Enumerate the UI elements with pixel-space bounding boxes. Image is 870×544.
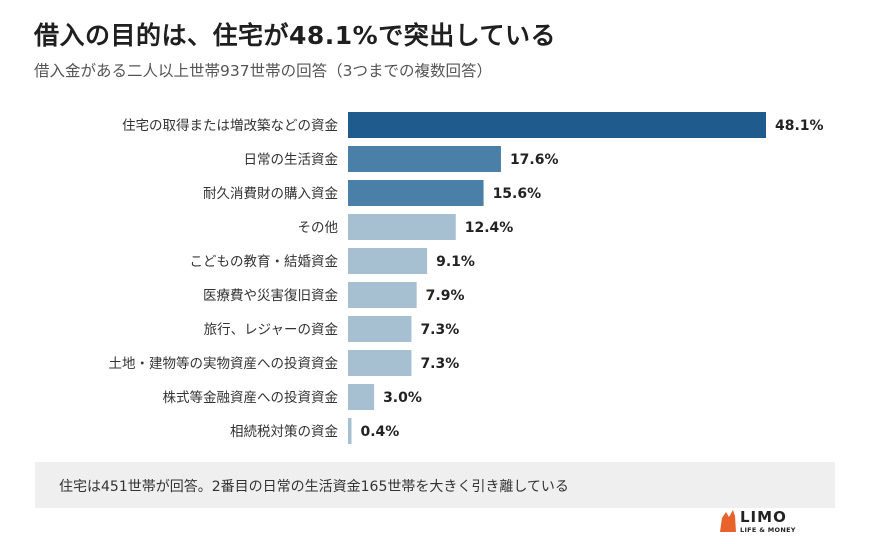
category-label: 日常の生活資金	[244, 152, 339, 168]
bar	[348, 316, 412, 342]
bar	[348, 384, 375, 410]
category-label: 相続税対策の資金	[230, 423, 338, 440]
bars-group: 住宅の取得または増改築などの資金 48.1% 日常の生活資金 17.6% 耐久消費財の購…	[109, 112, 824, 444]
bar	[348, 146, 501, 172]
category-label: 旅行、レジャーの資金	[204, 322, 339, 338]
bar	[348, 180, 484, 206]
value-label: 48.1%	[775, 118, 824, 134]
bar	[348, 282, 417, 308]
logo-tagline: LIFE & MONEY	[740, 526, 796, 534]
bar	[348, 214, 456, 240]
chart-note: 住宅は451世帯が回答。2番目の日常の生活資金165世帯を大きく引き離している	[35, 462, 835, 508]
value-label: 7.3%	[420, 322, 459, 338]
value-label: 12.4%	[465, 220, 514, 236]
bar	[348, 248, 428, 274]
bar	[348, 350, 412, 376]
value-label: 0.4%	[360, 424, 399, 440]
value-label: 15.6%	[493, 186, 542, 202]
bar-chart: 住宅の取得または増改築などの資金 48.1% 日常の生活資金 17.6% 耐久消費財の購…	[109, 112, 824, 444]
chart-subtitle: 借入金がある二人以上世帯937世帯の回答（3つまでの複数回答）	[34, 62, 492, 80]
value-label: 7.3%	[420, 356, 459, 372]
category-label: 医療費や災害復旧資金	[203, 287, 338, 304]
category-label: その他	[298, 220, 339, 236]
category-label: 住宅の取得または増改築などの資金	[122, 117, 338, 134]
value-label: 3.0%	[383, 390, 422, 406]
category-label: こどもの教育・結婚資金	[190, 254, 339, 270]
limo-logo: LIMO LIFE & MONEY	[718, 508, 802, 536]
limo-logo-icon	[720, 510, 736, 532]
bar	[348, 112, 766, 138]
bar	[348, 418, 352, 444]
category-label: 土地・建物等の実物資産への投資資金	[109, 355, 339, 372]
value-label: 7.9%	[426, 288, 465, 304]
value-label: 17.6%	[510, 152, 559, 168]
category-label: 耐久消費財の購入資金	[203, 186, 338, 202]
logo-name: LIMO	[740, 508, 787, 526]
value-label: 9.1%	[436, 254, 475, 270]
chart-title: 借入の目的は、住宅が48.1%で突出している	[34, 21, 556, 50]
category-label: 株式等金融資産への投資資金	[163, 389, 339, 406]
